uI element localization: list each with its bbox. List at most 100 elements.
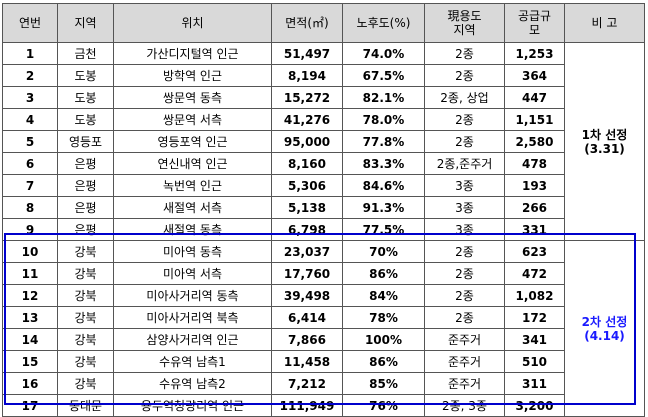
location-cell: 미아사거리역 북측 [113,306,272,329]
header-zoning-line2: 지역 [453,23,476,37]
zoning-cell: 3종 [424,196,505,219]
row-number: 13 [2,306,58,329]
header-region: 지역 [57,3,114,43]
region-cell: 강북 [57,262,114,285]
table-row: 3 도봉 쌍문역 동측 15,272 82.1% 2종, 상업 447 [2,86,645,109]
zoning-cell: 2종, 3종 [424,394,505,417]
note-cell: 1차 선정 (3.31) [564,42,645,241]
ratio-cell: 83.3% [342,152,425,175]
header-zoning: 現용도 지역 [424,3,505,43]
supply-cell: 266 [504,196,565,219]
table-row: 7 은평 녹번역 인근 5,306 84.6% 3종 193 [2,174,645,197]
table-row: 4 도봉 쌍문역 서측 41,276 78.0% 2종 1,151 [2,108,645,131]
ratio-cell: 91.3% [342,196,425,219]
supply-cell: 172 [504,306,565,329]
zoning-cell: 준주거 [424,350,505,373]
table-row: 6 은평 연신내역 인근 8,160 83.3% 2종,준주거 478 [2,152,645,175]
note-line1: 2차 선정 [581,314,628,329]
table-row: 12 강북 미아사거리역 동측 39,498 84% 2종 1,082 [2,284,645,307]
ratio-cell: 78.0% [342,108,425,131]
row-number: 14 [2,328,58,351]
region-cell: 은평 [57,196,114,219]
zoning-cell: 준주거 [424,328,505,351]
ratio-cell: 86% [342,350,425,373]
region-cell: 강북 [57,372,114,395]
row-number: 15 [2,350,58,373]
row-number: 3 [2,86,58,109]
row-number: 9 [2,218,58,241]
ratio-cell: 82.1% [342,86,425,109]
area-cell: 111,949 [271,394,343,417]
zoning-cell: 2종 [424,284,505,307]
header-supply: 공급규 모 [504,3,565,43]
area-cell: 15,272 [271,86,343,109]
zoning-cell: 3종 [424,218,505,241]
area-cell: 51,497 [271,42,343,65]
location-cell: 쌍문역 동측 [113,86,272,109]
supply-cell: 510 [504,350,565,373]
table-row: 9 은평 새절역 동측 6,798 77.5% 3종 331 [2,218,645,241]
region-cell: 강북 [57,240,114,263]
location-cell: 수유역 남측2 [113,372,272,395]
table-row: 11 강북 미아역 서측 17,760 86% 2종 472 [2,262,645,285]
note-cell: 2차 선정 (4.14) [564,240,645,417]
supply-cell: 447 [504,86,565,109]
row-number: 8 [2,196,58,219]
area-cell: 6,798 [271,218,343,241]
supply-cell: 311 [504,372,565,395]
ratio-cell: 84% [342,284,425,307]
area-cell: 11,458 [271,350,343,373]
area-cell: 17,760 [271,262,343,285]
ratio-cell: 84.6% [342,174,425,197]
row-number: 11 [2,262,58,285]
header-zoning-line1: 現용도 [447,9,482,23]
table-row: 14 강북 삼양사거리역 인근 7,866 100% 준주거 341 [2,328,645,351]
location-cell: 미아역 동측 [113,240,272,263]
location-cell: 방학역 인근 [113,64,272,87]
table-row: 1 금천 가산디지털역 인근 51,497 74.0% 2종 1,253 1차 선정 (3.31… [2,42,645,241]
region-cell: 은평 [57,218,114,241]
region-cell: 동대문 [57,394,114,417]
table-row: 2 도봉 방학역 인근 8,194 67.5% 2종 364 [2,64,645,87]
row-number: 6 [2,152,58,175]
region-cell: 강북 [57,306,114,329]
supply-cell: 472 [504,262,565,285]
ratio-cell: 78% [342,306,425,329]
location-cell: 미아사거리역 동측 [113,284,272,307]
header-ratio: 노후도(%) [342,3,425,43]
supply-cell: 341 [504,328,565,351]
region-cell: 은평 [57,152,114,175]
area-cell: 8,194 [271,64,343,87]
area-cell: 8,160 [271,152,343,175]
row-number: 4 [2,108,58,131]
ratio-cell: 100% [342,328,425,351]
header-location: 위치 [113,3,272,43]
zoning-cell: 2종 [424,240,505,263]
area-cell: 23,037 [271,240,343,263]
zoning-cell: 3종 [424,174,505,197]
zoning-cell: 2종 [424,108,505,131]
zoning-cell: 준주거 [424,372,505,395]
table-row: 5 영등포 영등포역 인근 95,000 77.8% 2종 2,580 [2,130,645,153]
location-cell: 영등포역 인근 [113,130,272,153]
area-cell: 39,498 [271,284,343,307]
ratio-cell: 70% [342,240,425,263]
area-cell: 7,866 [271,328,343,351]
row-number: 5 [2,130,58,153]
supply-cell: 193 [504,174,565,197]
supply-cell: 1,253 [504,42,565,65]
supply-cell: 3,200 [504,394,565,417]
header-note: 비 고 [564,3,645,43]
header-no: 연번 [2,3,58,43]
location-cell: 연신내역 인근 [113,152,272,175]
region-cell: 도봉 [57,108,114,131]
zoning-cell: 2종 [424,130,505,153]
header-supply-line1: 공급규 [517,9,552,23]
supply-cell: 478 [504,152,565,175]
site-table: 연번 지역 위치 면적(㎡) 노후도(%) 現용도 지역 공급규 모 비 고 1… [2,3,645,417]
supply-cell: 331 [504,218,565,241]
ratio-cell: 77.8% [342,130,425,153]
zoning-cell: 2종 [424,42,505,65]
location-cell: 미아역 서측 [113,262,272,285]
header-area: 면적(㎡) [271,3,343,43]
